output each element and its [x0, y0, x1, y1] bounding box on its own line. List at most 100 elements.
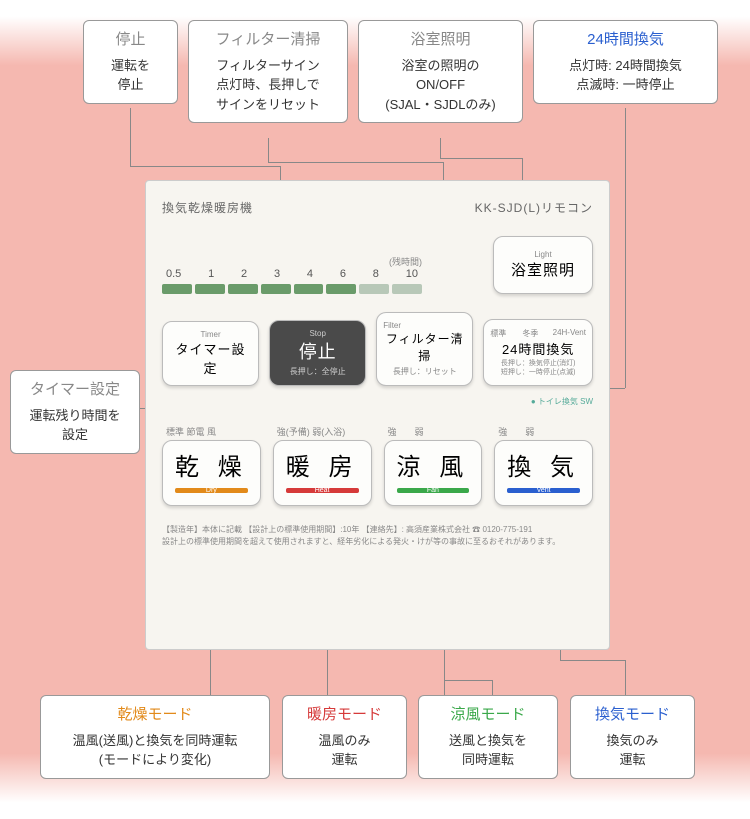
mode-main: 涼 風: [389, 447, 478, 482]
callout-body: 浴室の照明の ON/OFF (SJAL・SJDLのみ): [369, 56, 512, 115]
callout-vent: 換気モード 換気のみ 運転: [570, 695, 695, 779]
row-modes: 標準 節電 風 乾 燥 Dry 強(予備) 弱(入浴) 暖 房 Heat 強 弱…: [162, 425, 593, 506]
leader: [492, 680, 493, 695]
scale-bar: [162, 284, 422, 294]
leader: [130, 166, 280, 167]
callout-body: フィルターサイン 点灯時、長押しで サインをリセット: [199, 56, 337, 115]
scale-label: 10: [406, 268, 418, 280]
leader: [440, 158, 522, 159]
btn-main: 停止: [276, 338, 359, 364]
leader: [268, 138, 269, 162]
callout-title: 24時間換気: [544, 29, 707, 52]
mode-main: 換 気: [499, 447, 588, 482]
mode-col-vent: 強 弱 換 気 Vent: [494, 425, 593, 506]
seg: [294, 284, 324, 294]
callout-filter: フィルター清掃 フィルターサイン 点灯時、長押しで サインをリセット: [188, 20, 348, 123]
scale-label: 6: [340, 268, 346, 280]
leader: [268, 162, 443, 163]
seg: [359, 284, 389, 294]
mode-col-heat: 強(予備) 弱(入浴) 暖 房 Heat: [273, 425, 372, 506]
row-functions: Timer タイマー設定 Stop 停止 長押し：全停止 Filter フィルタ…: [162, 312, 593, 386]
mode-leds: 強 弱: [494, 425, 593, 438]
mode-col-dry: 標準 節電 風 乾 燥 Dry: [162, 425, 261, 506]
scale-label: 4: [307, 268, 313, 280]
mode-leds: 強(予備) 弱(入浴): [273, 425, 372, 438]
seg: [326, 284, 356, 294]
filter-button[interactable]: Filter フィルター清掃 長押し：リセット: [376, 312, 473, 386]
mode-eng: Heat: [274, 487, 371, 494]
btn-sub: 長押し：リセット: [383, 366, 466, 377]
btn-mini: Timer: [169, 330, 252, 339]
panel-header: 換気乾燥暖房機 KK-SJD(L)リモコン: [162, 199, 593, 216]
remote-panel: 換気乾燥暖房機 KK-SJD(L)リモコン (残時間) 0.5 1 2 3 4 …: [145, 180, 610, 650]
panel-footer: 【製造年】本体に記載 【設計上の標準使用期間】:10年 【連絡先】: 高須産業株…: [162, 524, 593, 548]
scale-labels: 0.5 1 2 3 4 6 8 10: [162, 268, 422, 280]
mode-main: 乾 燥: [167, 447, 256, 482]
scale-label: 0.5: [166, 268, 181, 280]
callout-heat: 暖房モード 温風のみ 運転: [282, 695, 407, 779]
callout-title: 停止: [94, 29, 167, 52]
btn-main: フィルター清掃: [383, 330, 466, 364]
leader: [625, 660, 626, 695]
btn-sub: 長押し：全停止: [276, 366, 359, 377]
vent24-button[interactable]: 標準 冬季24H-Vent 24時間換気 長押し：換気停止(消灯) 短押し：一時…: [483, 319, 593, 386]
panel-title-right: KK-SJD(L)リモコン: [475, 199, 593, 216]
seg: [228, 284, 258, 294]
scale-label: 8: [373, 268, 379, 280]
mode-eng: Fan: [385, 487, 482, 494]
callout-body: 温風のみ 運転: [293, 731, 396, 770]
btn-mini: Filter: [383, 321, 466, 330]
btn-mini: Light: [500, 250, 586, 259]
btn-leds: 標準 冬季: [490, 328, 538, 339]
mode-main: 暖 房: [278, 447, 367, 482]
callout-dry: 乾燥モード 温風(送風)と換気を同時運転 (モードにより変化): [40, 695, 270, 779]
mode-eng: Vent: [495, 487, 592, 494]
dry-button[interactable]: 乾 燥 Dry: [162, 440, 261, 506]
callout-body: 送風と換気を 同時運転: [429, 731, 547, 770]
leader: [440, 138, 441, 158]
light-button[interactable]: Light 浴室照明: [493, 236, 593, 294]
btn-main: 24時間換気: [490, 339, 586, 358]
scale-label: 3: [274, 268, 280, 280]
stop-button[interactable]: Stop 停止 長押し：全停止: [269, 320, 366, 386]
seg: [195, 284, 225, 294]
mode-leds: 強 弱: [384, 425, 483, 438]
panel-title-left: 換気乾燥暖房機: [162, 199, 253, 216]
timer-scale: (残時間) 0.5 1 2 3 4 6 8 10: [162, 255, 422, 294]
vent-button[interactable]: 換 気 Vent: [494, 440, 593, 506]
callout-light: 浴室照明 浴室の照明の ON/OFF (SJAL・SJDLのみ): [358, 20, 523, 123]
btn-mini: Stop: [276, 329, 359, 338]
btn-main: 浴室照明: [500, 259, 586, 280]
seg: [162, 284, 192, 294]
cool-button[interactable]: 涼 風 Fan: [384, 440, 483, 506]
seg: [392, 284, 422, 294]
callout-body: 温風(送風)と換気を同時運転 (モードにより変化): [51, 731, 259, 770]
leader: [130, 108, 131, 166]
leader: [560, 660, 625, 661]
toilet-switch-label: ● トイレ換気 SW: [162, 396, 593, 407]
callout-title: タイマー設定: [21, 379, 129, 402]
callout-timer: タイマー設定 運転残り時間を 設定: [10, 370, 140, 454]
callout-title: 乾燥モード: [51, 704, 259, 727]
timer-button[interactable]: Timer タイマー設定: [162, 321, 259, 386]
btn-main: タイマー設定: [169, 339, 252, 377]
row-scale: (残時間) 0.5 1 2 3 4 6 8 10 Light 浴室照明: [162, 236, 593, 294]
callout-body: 運転残り時間を 設定: [21, 406, 129, 445]
callout-body: 換気のみ 運転: [581, 731, 684, 770]
seg: [261, 284, 291, 294]
mode-col-cool: 強 弱 涼 風 Fan: [384, 425, 483, 506]
callout-title: 暖房モード: [293, 704, 396, 727]
btn-mini: 24H-Vent: [553, 328, 586, 339]
callout-title: 浴室照明: [369, 29, 512, 52]
scale-label: 2: [241, 268, 247, 280]
mode-leds: 標準 節電 風: [162, 425, 261, 438]
scale-label: 1: [208, 268, 214, 280]
callout-vent24: 24時間換気 点灯時: 24時間換気 点滅時: 一時停止: [533, 20, 718, 104]
heat-button[interactable]: 暖 房 Heat: [273, 440, 372, 506]
mode-eng: Dry: [163, 487, 260, 494]
leader: [625, 108, 626, 388]
callout-stop: 停止 運転を 停止: [83, 20, 178, 104]
callout-body: 点灯時: 24時間換気 点滅時: 一時停止: [544, 56, 707, 95]
callout-body: 運転を 停止: [94, 56, 167, 95]
callout-title: フィルター清掃: [199, 29, 337, 52]
